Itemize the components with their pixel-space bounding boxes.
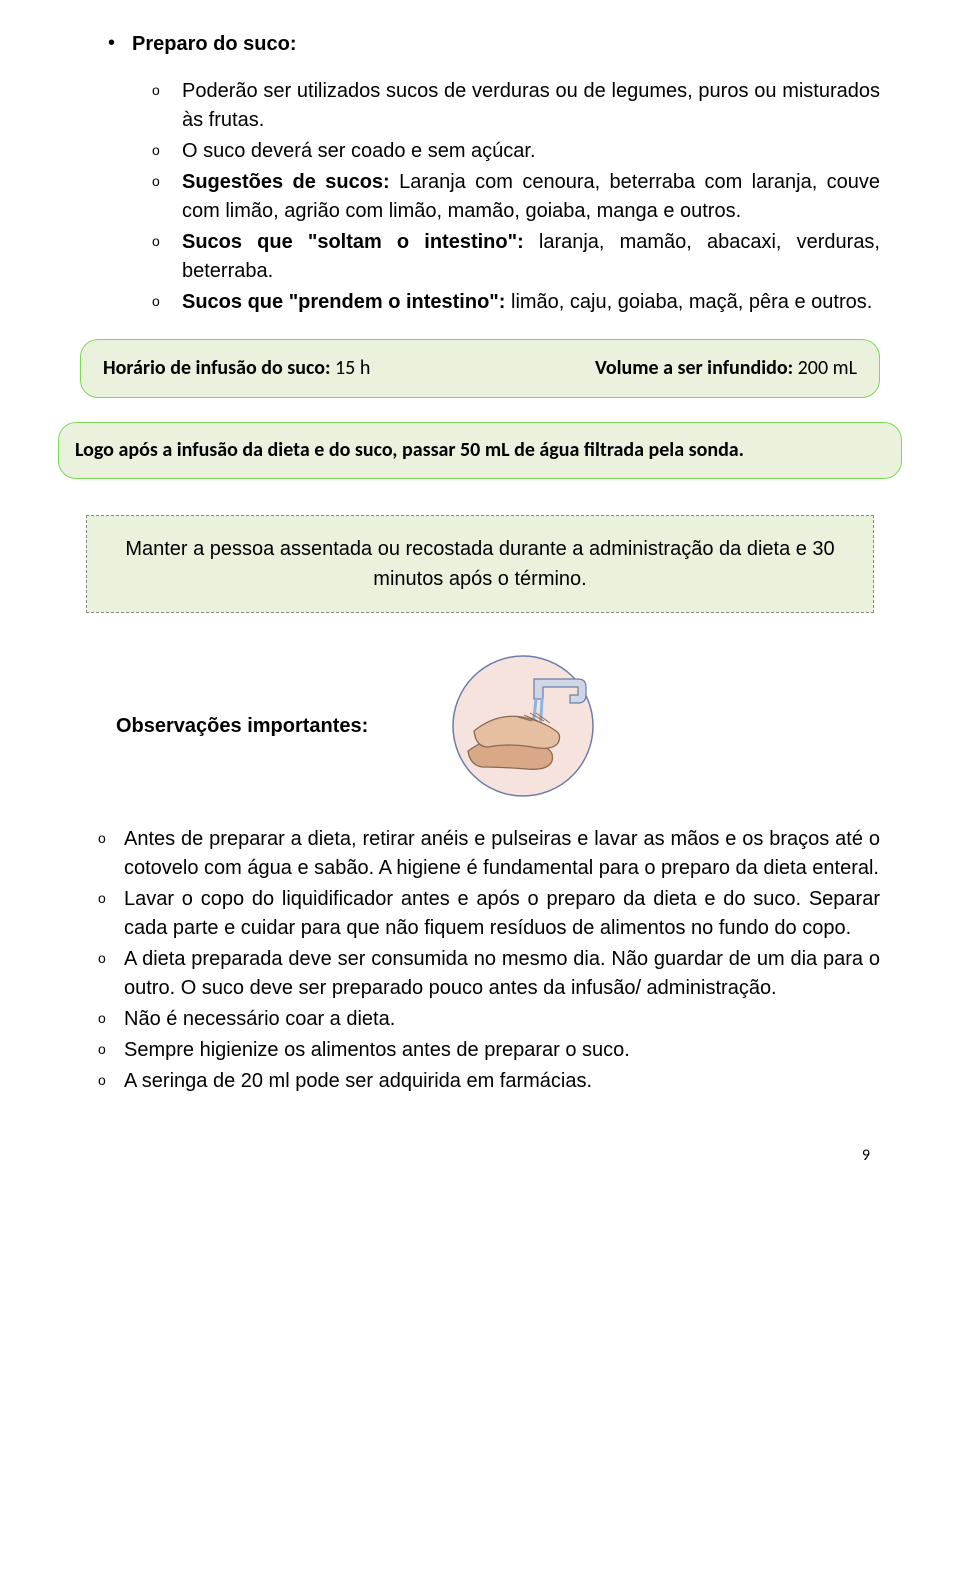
circle-bullet-icon: o bbox=[98, 1067, 124, 1096]
manter-callout: Manter a pessoa assentada ou recostada d… bbox=[86, 515, 874, 613]
circle-bullet-icon: o bbox=[98, 885, 124, 943]
list-item: o Sucos que "prendem o intestino": limão… bbox=[152, 288, 880, 317]
preparo-title-row: • Preparo do suco: bbox=[108, 30, 880, 59]
circle-bullet-icon: o bbox=[152, 137, 182, 166]
list-item: o O suco deverá ser coado e sem açúcar. bbox=[152, 137, 880, 166]
circle-bullet-icon: o bbox=[152, 168, 182, 226]
list-text: Sucos que "soltam o intestino": laranja,… bbox=[182, 228, 880, 286]
manter-wrap: Manter a pessoa assentada ou recostada d… bbox=[86, 515, 874, 613]
obs-list: o Antes de preparar a dieta, retirar ané… bbox=[98, 825, 880, 1096]
list-text: Sucos que "prendem o intestino": limão, … bbox=[182, 288, 880, 317]
logo-apos-text: Logo após a infusão da dieta e do suco, … bbox=[69, 437, 877, 464]
horario-left: Horário de infusão do suco: 15 h bbox=[103, 354, 370, 383]
preparo-block: • Preparo do suco: bbox=[108, 30, 880, 59]
list-item: o Antes de preparar a dieta, retirar ané… bbox=[98, 825, 880, 883]
list-item: o A seringa de 20 ml pode ser adquirida … bbox=[98, 1067, 880, 1096]
obs-text: Lavar o copo do liquidificador antes e a… bbox=[124, 885, 880, 943]
circle-bullet-icon: o bbox=[152, 77, 182, 135]
list-text: Sugestões de sucos: Laranja com cenoura,… bbox=[182, 168, 880, 226]
list-item: o Não é necessário coar a dieta. bbox=[98, 1005, 880, 1034]
page-number: 9 bbox=[80, 1144, 880, 1167]
obs-header-row: Observações importantes: bbox=[116, 651, 880, 801]
preparo-sublist: o Poderão ser utilizados sucos de verdur… bbox=[152, 77, 880, 317]
preparo-title: Preparo do suco: bbox=[132, 30, 880, 59]
obs-text: Não é necessário coar a dieta. bbox=[124, 1005, 880, 1034]
list-item: o Poderão ser utilizados sucos de verdur… bbox=[152, 77, 880, 135]
obs-text: Antes de preparar a dieta, retirar anéis… bbox=[124, 825, 880, 883]
list-item: o A dieta preparada deve ser consumida n… bbox=[98, 945, 880, 1003]
obs-text: A seringa de 20 ml pode ser adquirida em… bbox=[124, 1067, 880, 1096]
horario-right: Volume a ser infundido: 200 mL bbox=[595, 354, 857, 383]
list-item: o Lavar o copo do liquidificador antes e… bbox=[98, 885, 880, 943]
obs-text: A dieta preparada deve ser consumida no … bbox=[124, 945, 880, 1003]
handwash-icon bbox=[448, 651, 598, 801]
list-item: o Sempre higienize os alimentos antes de… bbox=[98, 1036, 880, 1065]
circle-bullet-icon: o bbox=[98, 825, 124, 883]
circle-bullet-icon: o bbox=[98, 1036, 124, 1065]
manter-text: Manter a pessoa assentada ou recostada d… bbox=[125, 538, 834, 590]
list-item: o Sugestões de sucos: Laranja com cenour… bbox=[152, 168, 880, 226]
circle-bullet-icon: o bbox=[152, 288, 182, 317]
list-item: o Sucos que "soltam o intestino": laranj… bbox=[152, 228, 880, 286]
bullet-dot-icon: • bbox=[108, 30, 132, 59]
obs-text: Sempre higienize os alimentos antes de p… bbox=[124, 1036, 880, 1065]
circle-bullet-icon: o bbox=[152, 228, 182, 286]
horario-callout: Horário de infusão do suco: 15 h Volume … bbox=[80, 339, 880, 398]
obs-title: Observações importantes: bbox=[116, 712, 368, 741]
logo-apos-callout: Logo após a infusão da dieta e do suco, … bbox=[58, 422, 902, 479]
circle-bullet-icon: o bbox=[98, 1005, 124, 1034]
list-text: O suco deverá ser coado e sem açúcar. bbox=[182, 137, 880, 166]
list-text: Poderão ser utilizados sucos de verduras… bbox=[182, 77, 880, 135]
circle-bullet-icon: o bbox=[98, 945, 124, 1003]
